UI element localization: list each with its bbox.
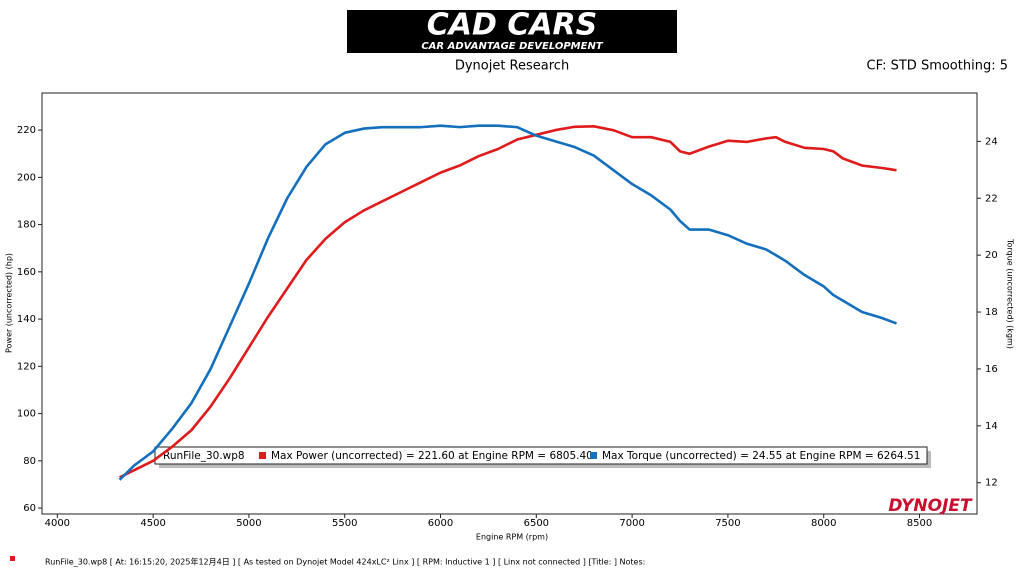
x-tick-label: 7000: [619, 518, 644, 529]
settings: CF: STD Smoothing: 5: [867, 59, 1008, 74]
y-axis-label: Power (uncorrected) (hp): [5, 253, 14, 353]
y-tick-label: 140: [17, 314, 36, 325]
y2-tick-label: 18: [985, 307, 998, 318]
x-tick-label: 6500: [524, 518, 549, 529]
y2-tick-label: 22: [985, 193, 998, 204]
logo-subtitle: CAR ADVANTAGE DEVELOPMENT: [421, 41, 603, 52]
y-tick-label: 160: [17, 267, 36, 278]
legend-title: RunFile_30.wp8: [163, 450, 245, 462]
y2-tick-label: 12: [985, 478, 998, 489]
logo-box: [347, 10, 677, 53]
y2-tick-label: 20: [985, 250, 998, 261]
series-line: [118, 124, 897, 481]
subtitle: Dynojet Research: [455, 59, 569, 74]
y-tick-label: 100: [17, 409, 36, 420]
x-tick-label: 6000: [428, 518, 453, 529]
x-tick-label: 8500: [907, 518, 932, 529]
y2-axis-label: Torque (uncorrected) (kgm): [1006, 238, 1015, 349]
legend-swatch: [590, 452, 597, 459]
x-tick-label: 5500: [332, 518, 357, 529]
y-tick-label: 200: [17, 172, 36, 183]
y-tick-label: 180: [17, 220, 36, 231]
legend-label: Max Torque (uncorrected) = 24.55 at Engi…: [602, 450, 920, 462]
y-tick-label: 60: [23, 503, 36, 514]
legend-label: Max Power (uncorrected) = 221.60 at Engi…: [271, 450, 593, 462]
footer-info: RunFile_30.wp8 [ At: 16:15:20, 2025年12月4…: [45, 557, 645, 567]
y2-tick-label: 24: [985, 136, 998, 147]
x-tick-label: 8000: [811, 518, 836, 529]
plot-area: [41, 92, 978, 515]
legend-swatch: [259, 452, 266, 459]
y2-tick-label: 16: [985, 364, 998, 375]
y-tick-label: 80: [23, 456, 36, 467]
y2-tick-label: 14: [985, 421, 998, 432]
x-tick-label: 7500: [715, 518, 740, 529]
x-tick-label: 5000: [236, 518, 261, 529]
y-tick-label: 220: [17, 125, 36, 136]
brand: DYNOJET: [888, 496, 973, 516]
logo-title: CAD CARS: [427, 8, 598, 43]
x-axis-label: Engine RPM (rpm): [476, 533, 548, 542]
footer-marker: [10, 556, 15, 561]
y-tick-label: 120: [17, 361, 36, 372]
x-tick-label: 4000: [45, 518, 70, 529]
x-tick-label: 4500: [140, 518, 165, 529]
legend-box: [154, 446, 928, 465]
